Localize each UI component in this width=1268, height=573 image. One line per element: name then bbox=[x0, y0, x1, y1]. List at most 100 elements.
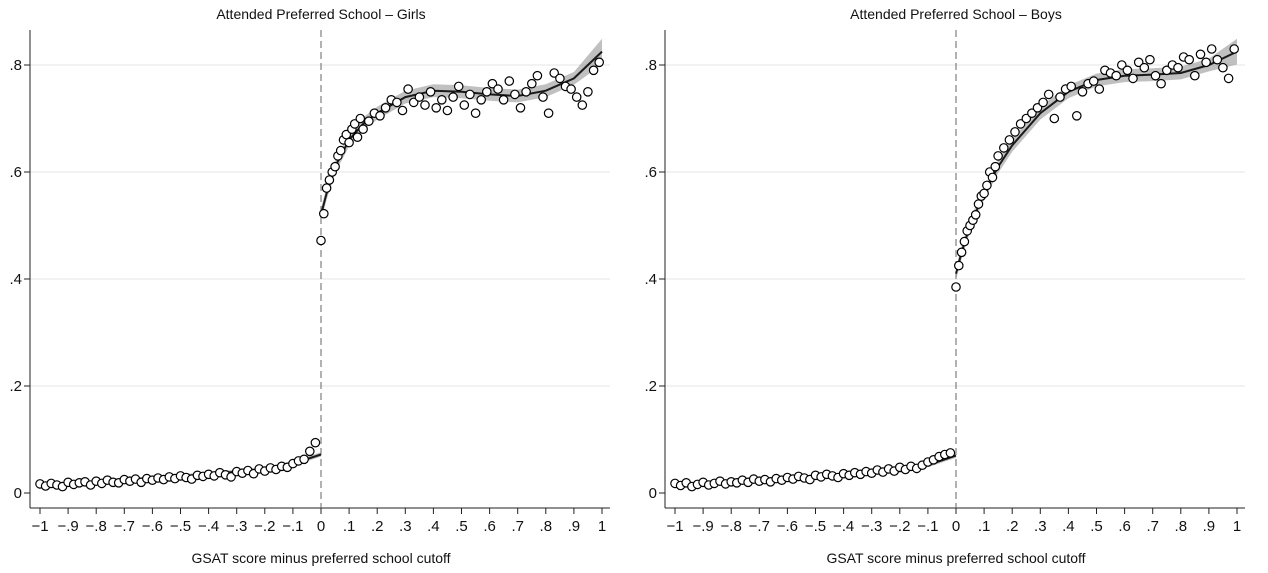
data-point bbox=[998, 143, 1009, 153]
y-tick-label: .2 bbox=[9, 378, 22, 395]
y-tick-label: .6 bbox=[644, 164, 657, 181]
data-point bbox=[1004, 135, 1015, 145]
chart-title-boys: Attended Preferred School – Boys bbox=[850, 6, 1062, 22]
data-point bbox=[420, 100, 430, 110]
data-point bbox=[945, 448, 956, 458]
data-point bbox=[1088, 76, 1099, 86]
data-point bbox=[1201, 57, 1211, 68]
y-tick-label: .4 bbox=[9, 271, 22, 288]
panel-boys: Attended Preferred School – Boys 0 .2 .4 .6.… bbox=[644, 6, 1245, 566]
x-tick-label: 0 bbox=[317, 518, 325, 535]
data-point bbox=[498, 95, 509, 105]
data-point bbox=[594, 57, 604, 68]
x-tick-label: .3 bbox=[399, 518, 412, 535]
data-point bbox=[316, 235, 326, 246]
x-tick-label: −.5 bbox=[170, 518, 191, 535]
data-point bbox=[493, 84, 503, 94]
data-point bbox=[459, 100, 470, 110]
data-point bbox=[1049, 113, 1060, 124]
panel-girls: Attended Preferred School – Girls 0 .2 .4 .6… bbox=[9, 6, 610, 566]
data-point bbox=[979, 188, 989, 199]
data-point bbox=[476, 95, 486, 105]
data-point bbox=[448, 92, 458, 102]
data-point bbox=[1190, 70, 1200, 81]
data-point bbox=[344, 137, 354, 148]
data-point bbox=[1038, 97, 1048, 108]
data-point bbox=[1156, 78, 1166, 89]
data-point bbox=[408, 97, 419, 108]
data-point bbox=[583, 87, 593, 97]
y-tick-label: .8 bbox=[644, 57, 657, 74]
data-point bbox=[1184, 54, 1194, 65]
data-point bbox=[392, 97, 402, 108]
x-tick-label: 1 bbox=[598, 518, 606, 535]
y-tick-label: .4 bbox=[644, 271, 657, 288]
x-tick-label: −.2 bbox=[254, 518, 275, 535]
data-point bbox=[953, 260, 964, 271]
x-tick-label: .8 bbox=[540, 518, 553, 535]
x-axis-label-boys: GSAT score minus preferred school cutoff bbox=[826, 550, 1085, 566]
data-point bbox=[358, 124, 368, 134]
data-point bbox=[1212, 54, 1223, 65]
data-point bbox=[436, 95, 447, 105]
y-tick-label: .6 bbox=[9, 164, 22, 181]
data-point bbox=[403, 84, 413, 94]
data-point bbox=[425, 87, 436, 97]
data-point bbox=[349, 119, 360, 129]
data-point bbox=[375, 111, 385, 121]
data-point bbox=[1218, 62, 1228, 73]
data-point bbox=[470, 108, 481, 118]
x-tick-label: −.4 bbox=[198, 518, 219, 535]
data-point bbox=[1206, 44, 1217, 54]
data-point bbox=[318, 208, 329, 219]
data-point bbox=[310, 437, 321, 448]
data-point bbox=[577, 100, 588, 110]
data-point bbox=[956, 247, 967, 258]
x-tick-label: .1 bbox=[978, 518, 991, 535]
x-tick-label: −.3 bbox=[861, 518, 882, 535]
x-tick-label: .4 bbox=[427, 518, 440, 535]
data-point bbox=[380, 103, 391, 113]
data-point bbox=[990, 161, 1001, 172]
x-tick-label: .7 bbox=[1146, 518, 1159, 535]
data-point bbox=[1195, 49, 1206, 60]
x-tick-label: −.8 bbox=[721, 518, 742, 535]
data-point bbox=[1077, 87, 1088, 97]
y-tick-label: 0 bbox=[649, 485, 657, 502]
x-tick-label: .3 bbox=[1034, 518, 1047, 535]
data-point bbox=[1111, 70, 1121, 81]
data-point bbox=[526, 78, 537, 89]
x-tick-label: −.7 bbox=[114, 518, 135, 535]
data-point bbox=[355, 113, 366, 124]
data-point bbox=[431, 103, 441, 113]
data-point bbox=[1027, 108, 1037, 118]
data-point bbox=[973, 199, 984, 209]
data-point bbox=[321, 183, 332, 193]
data-point bbox=[1229, 44, 1239, 54]
x-tick-label: −.1 bbox=[917, 518, 938, 535]
data-point bbox=[1150, 70, 1161, 81]
x-tick-label: 1 bbox=[1233, 518, 1241, 535]
x-tick-label: −.6 bbox=[142, 518, 163, 535]
data-point bbox=[543, 108, 554, 118]
data-point bbox=[959, 236, 970, 247]
y-tick-label: .2 bbox=[644, 378, 657, 395]
data-point bbox=[1066, 81, 1076, 92]
data-point bbox=[549, 68, 559, 78]
y-tick-label: 0 bbox=[14, 485, 22, 502]
x-tick-label: −.6 bbox=[777, 518, 798, 535]
data-point bbox=[987, 172, 998, 183]
x-tick-label: .6 bbox=[483, 518, 496, 535]
data-point bbox=[566, 84, 576, 94]
data-point bbox=[324, 175, 335, 185]
x-tick-label: .5 bbox=[1090, 518, 1103, 535]
data-point bbox=[397, 105, 408, 116]
x-axis-label-girls: GSAT score minus preferred school cutoff bbox=[191, 550, 450, 566]
data-point bbox=[538, 92, 548, 102]
data-point bbox=[515, 103, 526, 113]
data-point bbox=[1032, 103, 1043, 113]
data-point bbox=[299, 454, 309, 465]
x-tick-label: −.4 bbox=[833, 518, 854, 535]
